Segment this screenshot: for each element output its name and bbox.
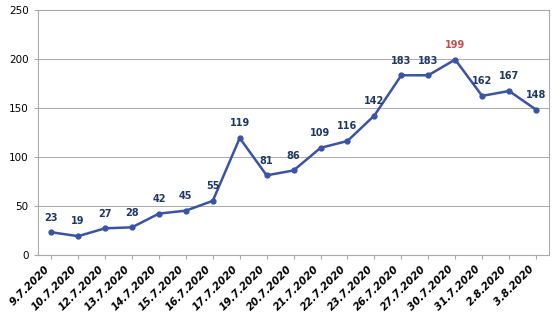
Text: 27: 27 [98,209,112,218]
Text: 183: 183 [391,56,411,66]
Text: 55: 55 [206,181,220,191]
Text: 167: 167 [499,71,519,81]
Text: 199: 199 [445,40,465,50]
Text: 148: 148 [526,90,546,100]
Text: 81: 81 [260,156,274,166]
Text: 42: 42 [152,194,166,204]
Text: 28: 28 [125,208,139,218]
Text: 116: 116 [337,121,357,131]
Text: 19: 19 [72,217,85,226]
Text: 23: 23 [44,212,58,223]
Text: 45: 45 [179,191,193,201]
Text: 86: 86 [287,151,300,161]
Text: 119: 119 [230,118,250,128]
Text: 109: 109 [310,128,331,138]
Text: 142: 142 [364,96,385,106]
Text: 183: 183 [418,56,438,66]
Text: 162: 162 [472,76,492,86]
